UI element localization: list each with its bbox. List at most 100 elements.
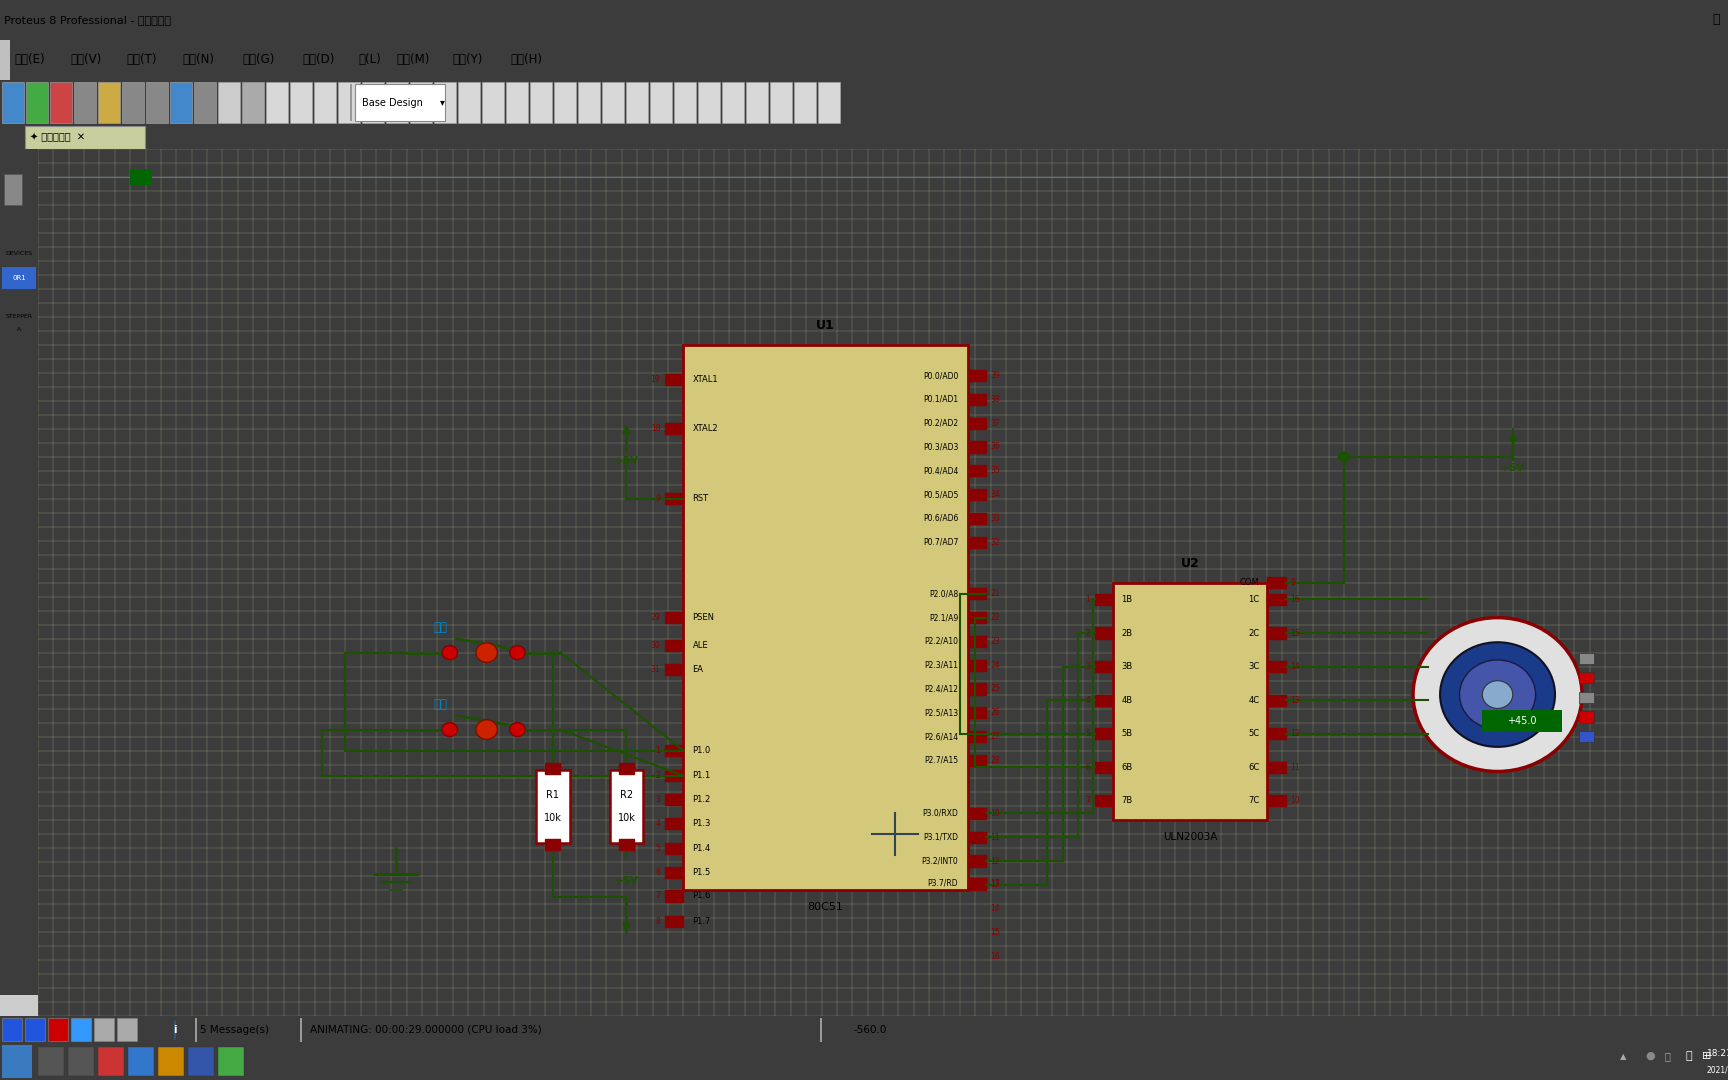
- Text: 视图(V): 视图(V): [71, 53, 102, 67]
- Text: +5V: +5V: [1502, 463, 1524, 473]
- Text: 14: 14: [990, 904, 1001, 913]
- Bar: [26, 82, 48, 123]
- Bar: [1096, 661, 1113, 672]
- Bar: [157, 1047, 183, 1077]
- Bar: [482, 82, 505, 123]
- Bar: [118, 1018, 137, 1041]
- Bar: [968, 489, 987, 500]
- Text: P2.4/A12: P2.4/A12: [924, 685, 959, 693]
- Bar: [1096, 694, 1113, 705]
- Text: 5 Message(s): 5 Message(s): [200, 1025, 270, 1035]
- Text: A: A: [17, 327, 21, 332]
- Text: P0.5/AD5: P0.5/AD5: [923, 490, 959, 499]
- Bar: [968, 879, 987, 890]
- Text: P2.7/A15: P2.7/A15: [924, 756, 959, 765]
- Bar: [968, 808, 987, 819]
- Text: P2.3/A11: P2.3/A11: [924, 661, 959, 670]
- Text: 12: 12: [990, 856, 1001, 865]
- Bar: [968, 394, 987, 405]
- Text: 33: 33: [990, 514, 1001, 523]
- Text: P0.7/AD7: P0.7/AD7: [923, 538, 959, 546]
- Bar: [1113, 582, 1267, 821]
- Text: P0.3/AD3: P0.3/AD3: [923, 443, 959, 451]
- Bar: [665, 890, 683, 902]
- Text: 32: 32: [990, 538, 1001, 546]
- Bar: [968, 513, 987, 524]
- Bar: [665, 494, 683, 504]
- Bar: [771, 82, 791, 123]
- Circle shape: [510, 646, 525, 660]
- Text: 14: 14: [1291, 662, 1299, 671]
- Bar: [290, 82, 313, 123]
- Bar: [968, 832, 987, 842]
- Bar: [1096, 627, 1113, 638]
- Bar: [968, 707, 987, 718]
- Bar: [169, 82, 192, 123]
- Text: 15: 15: [990, 928, 1001, 936]
- Bar: [968, 370, 987, 381]
- Bar: [968, 537, 987, 548]
- Text: 2: 2: [1085, 629, 1090, 637]
- Bar: [1267, 761, 1286, 773]
- Text: 15: 15: [1291, 629, 1299, 637]
- Text: 6C: 6C: [1248, 762, 1260, 772]
- Text: 4C: 4C: [1248, 696, 1260, 704]
- Text: U1: U1: [816, 319, 835, 332]
- Text: 中: 中: [1685, 1051, 1692, 1062]
- Bar: [665, 866, 683, 878]
- Circle shape: [475, 643, 498, 662]
- Circle shape: [1439, 643, 1555, 747]
- Bar: [746, 82, 767, 123]
- Text: 5B: 5B: [1121, 729, 1132, 739]
- Bar: [665, 664, 683, 675]
- Bar: [544, 839, 560, 850]
- Text: 39: 39: [990, 372, 1001, 380]
- Text: 3: 3: [1085, 662, 1090, 671]
- Text: P0.4/AD4: P0.4/AD4: [923, 467, 959, 475]
- Bar: [74, 82, 97, 123]
- Bar: [619, 839, 634, 850]
- Bar: [1096, 728, 1113, 740]
- Text: U2: U2: [1180, 556, 1199, 569]
- Bar: [577, 82, 600, 123]
- Text: 5C: 5C: [1248, 729, 1260, 739]
- Text: 5: 5: [1085, 729, 1090, 739]
- Bar: [93, 1018, 114, 1041]
- Text: 34: 34: [990, 490, 1001, 499]
- Bar: [968, 636, 987, 647]
- Bar: [968, 418, 987, 429]
- Bar: [665, 375, 683, 386]
- Bar: [314, 82, 335, 123]
- Text: 11: 11: [1291, 762, 1299, 772]
- Bar: [1579, 652, 1595, 664]
- Bar: [1096, 594, 1113, 605]
- Bar: [50, 82, 73, 123]
- Bar: [650, 82, 672, 123]
- Text: 5: 5: [655, 843, 660, 853]
- Bar: [698, 82, 721, 123]
- Text: RST: RST: [693, 495, 708, 503]
- Text: 13: 13: [990, 880, 1001, 889]
- Text: 调试(D): 调试(D): [302, 53, 335, 67]
- Bar: [665, 640, 683, 651]
- Text: 模版(M): 模版(M): [396, 53, 429, 67]
- Text: 26: 26: [990, 708, 1001, 717]
- Text: P2.5/A13: P2.5/A13: [924, 708, 959, 717]
- Bar: [339, 82, 359, 123]
- Bar: [626, 82, 648, 123]
- Text: 7: 7: [655, 891, 660, 901]
- Bar: [674, 82, 696, 123]
- Bar: [1483, 710, 1562, 732]
- Bar: [1267, 694, 1286, 705]
- Bar: [38, 1047, 64, 1077]
- Bar: [195, 1017, 197, 1042]
- Bar: [145, 82, 168, 123]
- Text: ●: ●: [1645, 1051, 1655, 1062]
- Bar: [1579, 731, 1595, 742]
- Text: P0.0/AD0: P0.0/AD0: [923, 372, 959, 380]
- Bar: [0, 996, 38, 1016]
- Bar: [242, 82, 264, 123]
- Text: -560.0: -560.0: [854, 1025, 886, 1035]
- Text: 29: 29: [651, 613, 660, 622]
- Text: 4: 4: [655, 819, 660, 827]
